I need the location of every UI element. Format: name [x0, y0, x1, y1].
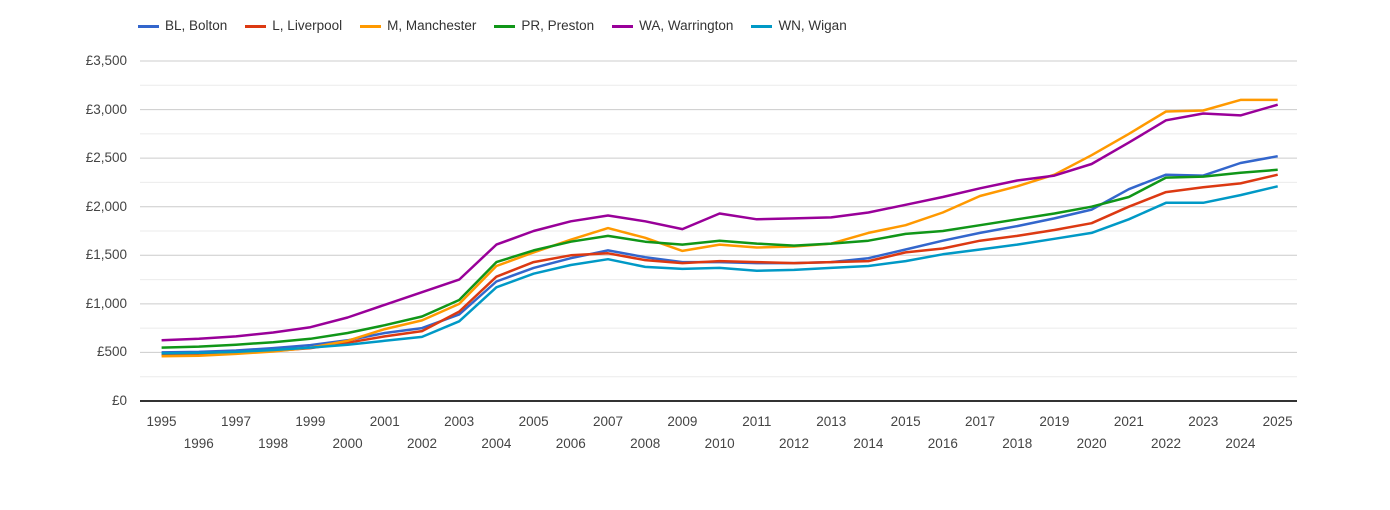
x-axis-tick-label: 2005	[518, 414, 549, 429]
x-axis-tick-label: 2008	[630, 436, 661, 451]
legend-label: PR, Preston	[521, 18, 595, 33]
series-line-l[interactable]	[161, 173, 1278, 357]
series-line-swatch-icon	[245, 24, 267, 28]
x-axis-tick-label: 2019	[1039, 414, 1070, 429]
series-line-swatch-icon	[138, 24, 159, 28]
x-axis-tick-label: 2017	[965, 414, 996, 429]
x-axis-tick-label: 2004	[481, 436, 512, 451]
series-line-m[interactable]	[161, 98, 1278, 358]
x-axis-tick-label: 2024	[1225, 436, 1256, 451]
series-line-swatch-icon	[751, 24, 773, 28]
x-axis-tick-label: 1997	[220, 414, 251, 429]
legend-item-wn-wigan: WN, Wigan	[751, 17, 847, 35]
x-axis-tick-label: 2007	[592, 414, 624, 429]
x-axis-tick-label: 2014	[853, 436, 884, 451]
x-axis-tick-label: 1999	[295, 414, 326, 429]
x-axis-tick-label: 1996	[183, 436, 214, 451]
series-line-swatch-icon	[360, 24, 382, 28]
y-axis-tick-label: £2,000	[85, 198, 127, 214]
x-axis-tick-label: 2010	[704, 436, 735, 451]
legend-item-pr-preston: PR, Preston	[494, 17, 594, 35]
x-axis-tick-label: 2002	[406, 436, 437, 451]
legend-label: WN, Wigan	[778, 18, 847, 33]
x-axis-tick-label: 2015	[890, 414, 921, 429]
series-line-swatch-icon	[494, 24, 516, 28]
x-axis-tick-label: 2018	[1002, 436, 1033, 451]
y-axis-tick-label: £1,500	[85, 247, 127, 263]
legend-label: M, Manchester	[387, 18, 477, 33]
x-axis-tick-label: 2013	[816, 414, 847, 429]
chart-legend: BL, Bolton L, Liverpool M, Manchester PR…	[138, 17, 847, 35]
legend-label: WA, Warrington	[639, 18, 734, 33]
legend-label: L, Liverpool	[272, 18, 343, 33]
x-axis-tick-label: 2012	[778, 436, 810, 451]
x-axis-tick-label: 2023	[1188, 414, 1219, 429]
x-axis-tick-label: 2025	[1262, 414, 1293, 429]
series-line-wa[interactable]	[161, 103, 1279, 342]
y-axis-tick-label: £0	[111, 393, 127, 408]
x-axis-tick-label: 2021	[1113, 414, 1144, 429]
y-axis-tick-label: £2,500	[85, 150, 127, 166]
x-axis-tick-label: 2000	[332, 436, 363, 451]
series-line-wn[interactable]	[161, 185, 1278, 355]
series-line-swatch-icon	[612, 24, 634, 28]
y-axis-tick-label: £3,000	[85, 101, 127, 117]
x-axis-tick-label: 2001	[369, 414, 400, 429]
y-axis-tick-label: £3,500	[85, 53, 127, 68]
legend-item-bl-bolton: BL, Bolton	[138, 17, 227, 35]
x-axis-tick-label: 2016	[927, 436, 958, 451]
legend-item-m-manchester: M, Manchester	[360, 17, 476, 35]
x-axis-tick-label: 2011	[742, 414, 772, 429]
x-axis-tick-label: 2022	[1151, 436, 1182, 451]
y-axis-tick-label: £500	[96, 344, 127, 360]
y-axis-tick-label: £1,000	[85, 295, 127, 311]
legend-label: BL, Bolton	[165, 18, 228, 33]
x-axis-tick-label: 1998	[258, 436, 289, 451]
x-axis-tick-label: 1995	[146, 414, 177, 429]
x-axis-tick-label: 2020	[1076, 436, 1107, 451]
legend-item-l-liverpool: L, Liverpool	[245, 17, 342, 35]
x-axis-tick-label: 2009	[667, 414, 698, 429]
series-line-pr[interactable]	[161, 168, 1278, 349]
x-axis-tick-label: 2003	[444, 414, 475, 429]
x-axis-tick-label: 2006	[555, 436, 586, 451]
legend-item-wa-warrington: WA, Warrington	[612, 17, 733, 35]
